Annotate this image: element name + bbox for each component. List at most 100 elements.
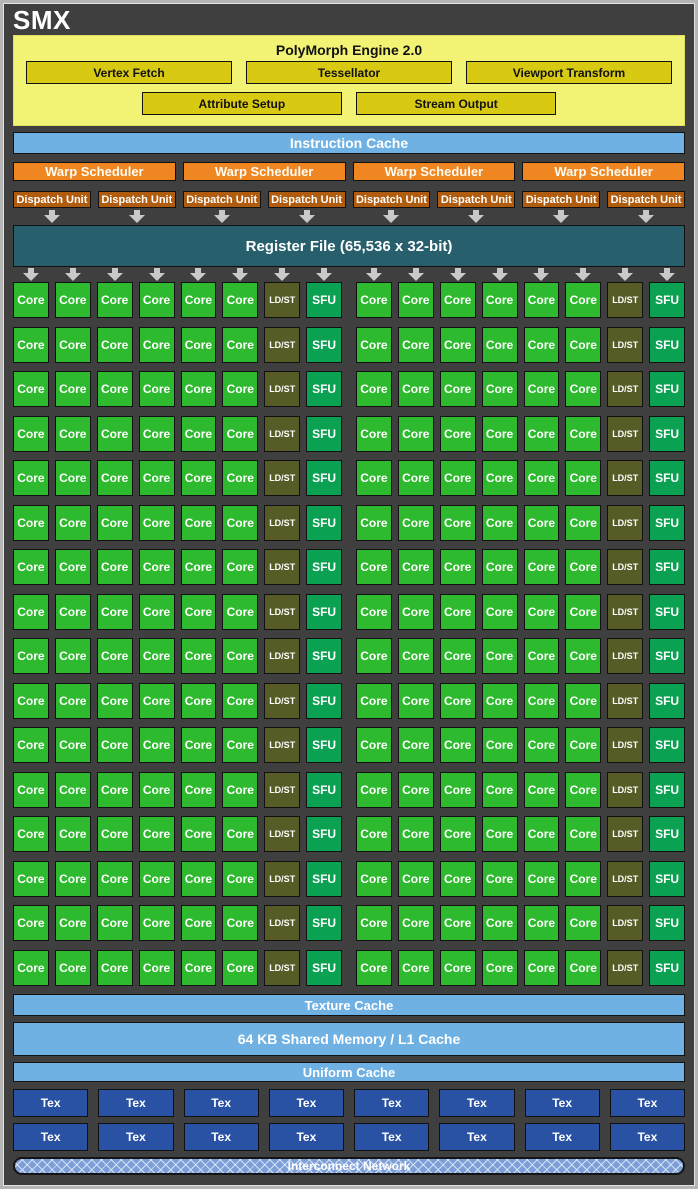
- ldst-cell: LD/ST: [264, 371, 301, 407]
- core-cell: Core: [222, 638, 259, 674]
- core-cell: Core: [96, 415, 133, 452]
- page-title: SMX: [13, 5, 71, 35]
- down-arrow-icon: [491, 268, 508, 281]
- arrow-slot: [55, 268, 91, 281]
- core-cell: Core: [439, 593, 476, 630]
- core-cell: Core: [481, 771, 518, 808]
- down-arrow-icon: [617, 268, 634, 281]
- tex-unit: Tex: [268, 1123, 344, 1151]
- core-cell: Core: [481, 504, 518, 541]
- down-arrow-icon: [190, 268, 207, 281]
- core-cell: Core: [13, 282, 49, 318]
- arrow-slot: [607, 209, 685, 223]
- core-cell: Core: [222, 905, 259, 941]
- core-cell: Core: [481, 593, 518, 630]
- core-cell: Core: [397, 282, 434, 318]
- core-cell: Core: [54, 282, 91, 318]
- core-cell: Core: [481, 549, 518, 585]
- core-cell: Core: [439, 949, 476, 986]
- arrow-slot: [482, 268, 518, 281]
- core-cell: Core: [222, 816, 259, 852]
- ldst-cell: LD/ST: [607, 415, 644, 452]
- core-cell: Core: [13, 593, 49, 630]
- sfu-cell: SFU: [306, 326, 342, 363]
- core-cell: Core: [356, 949, 392, 986]
- core-grid-row: Core Core Core Core Core Core LD/ST SFU Core Core…: [13, 326, 685, 363]
- core-cell: Core: [96, 949, 133, 986]
- sfu-cell: SFU: [306, 460, 342, 496]
- down-arrow-icon: [64, 268, 81, 281]
- core-cell: Core: [180, 504, 217, 541]
- core-cell: Core: [54, 682, 91, 719]
- core-cell: Core: [180, 949, 217, 986]
- core-cell: Core: [180, 326, 217, 363]
- arrow-slot: [13, 268, 49, 281]
- core-cell: Core: [356, 282, 392, 318]
- core-cell: Core: [96, 371, 133, 407]
- core-cell: Core: [565, 415, 602, 452]
- core-cell: Core: [180, 905, 217, 941]
- core-cell: Core: [523, 860, 560, 897]
- ldst-cell: LD/ST: [264, 860, 301, 897]
- core-cell: Core: [356, 771, 392, 808]
- arrow-slot: [524, 268, 560, 281]
- down-arrow-icon: [365, 268, 382, 281]
- core-cell: Core: [13, 638, 49, 674]
- ldst-cell: LD/ST: [607, 905, 644, 941]
- sfu-cell: SFU: [306, 727, 342, 763]
- core-cell: Core: [397, 593, 434, 630]
- tex-unit-grid: Tex Tex Tex Tex Tex Tex Tex Tex Tex Tex Tex Tex Tex T…: [13, 1089, 685, 1151]
- polymorph-box: Stream Output: [356, 92, 557, 115]
- core-cell: Core: [180, 460, 217, 496]
- core-grid-row: Core Core Core Core Core Core LD/ST SFU Core Core…: [13, 282, 685, 318]
- sfu-cell: SFU: [649, 771, 685, 808]
- core-cell: Core: [397, 460, 434, 496]
- tex-unit: Tex: [354, 1123, 430, 1151]
- ldst-cell: LD/ST: [607, 504, 644, 541]
- core-cell: Core: [180, 682, 217, 719]
- arrow-slot: [437, 209, 515, 223]
- core-cell: Core: [523, 282, 560, 318]
- core-grid-row: Core Core Core Core Core Core LD/ST SFU Core Core…: [13, 816, 685, 852]
- down-arrow-icon: [638, 209, 655, 223]
- core-cell: Core: [96, 638, 133, 674]
- ldst-cell: LD/ST: [607, 816, 644, 852]
- core-cell: Core: [356, 593, 392, 630]
- core-cell: Core: [523, 727, 560, 763]
- down-arrow-icon: [22, 268, 39, 281]
- core-cell: Core: [481, 460, 518, 496]
- core-cell: Core: [565, 860, 602, 897]
- core-cell: Core: [439, 415, 476, 452]
- core-cell: Core: [138, 460, 175, 496]
- core-cell: Core: [523, 771, 560, 808]
- core-cell: Core: [523, 816, 560, 852]
- sfu-cell: SFU: [306, 905, 342, 941]
- core-cell: Core: [180, 727, 217, 763]
- core-grid-row: Core Core Core Core Core Core LD/ST SFU Core Core…: [13, 549, 685, 585]
- arrow-slot: [565, 268, 601, 281]
- down-arrow-icon: [316, 268, 333, 281]
- core-cell: Core: [54, 460, 91, 496]
- core-cell: Core: [222, 415, 259, 452]
- ldst-cell: LD/ST: [264, 282, 301, 318]
- core-cell: Core: [397, 949, 434, 986]
- warp-scheduler: Warp Scheduler: [522, 162, 685, 181]
- dispatch-unit: Dispatch Unit: [267, 191, 346, 208]
- down-arrow-icon: [449, 268, 466, 281]
- ldst-cell: LD/ST: [264, 638, 301, 674]
- down-arrow-icon: [533, 268, 550, 281]
- core-cell: Core: [439, 816, 476, 852]
- core-cell: Core: [439, 771, 476, 808]
- warp-scheduler: Warp Scheduler: [182, 162, 346, 181]
- tex-unit: Tex: [439, 1089, 515, 1117]
- core-grid-row: Core Core Core Core Core Core LD/ST SFU Core Core…: [13, 905, 685, 941]
- core-cell: Core: [439, 727, 476, 763]
- tex-row: Tex Tex Tex Tex Tex Tex Tex Tex: [13, 1089, 685, 1117]
- core-grid-row: Core Core Core Core Core Core LD/ST SFU Core Core…: [13, 638, 685, 674]
- tex-unit: Tex: [13, 1123, 89, 1151]
- tex-unit: Tex: [524, 1123, 600, 1151]
- sfu-cell: SFU: [306, 415, 342, 452]
- core-cell: Core: [523, 949, 560, 986]
- core-cell: Core: [13, 727, 49, 763]
- core-cell: Core: [481, 371, 518, 407]
